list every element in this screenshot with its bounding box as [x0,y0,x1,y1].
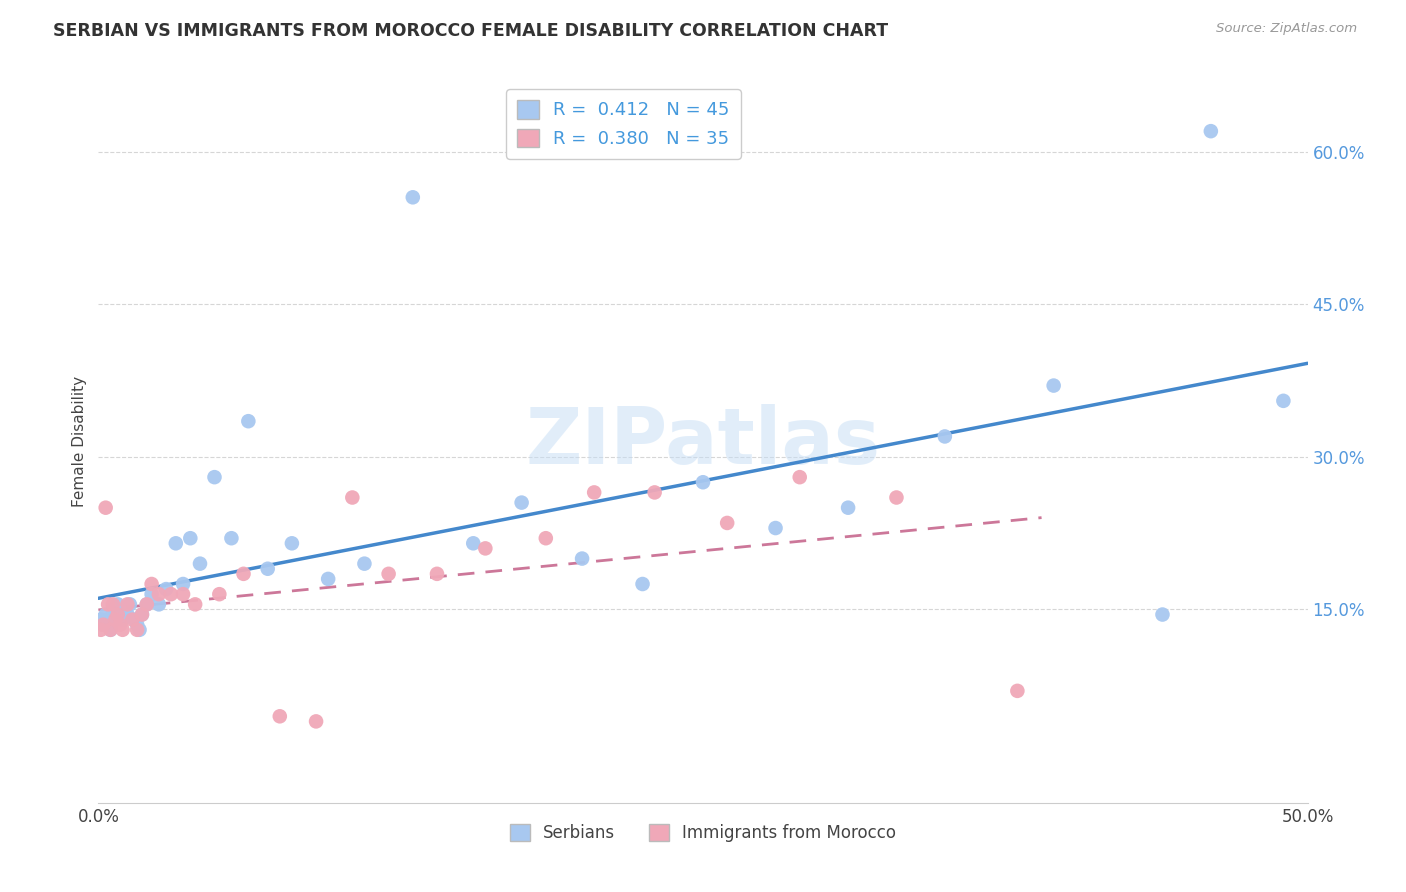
Point [402,190,425,204]
Point [90,623,112,637]
Point [232,566,254,581]
Point [305,714,328,729]
Point [104,613,127,627]
Point [104,613,127,627]
Point [1042,378,1064,392]
Point [135,598,157,612]
Point [463,536,485,550]
Point [141,577,163,591]
Point [148,598,170,612]
Text: ZIPatlas: ZIPatlas [526,403,880,480]
Point [101,602,124,616]
Point [644,485,666,500]
Point [765,521,787,535]
Point [131,607,153,622]
Point [117,607,139,622]
Point [97,613,120,627]
Point [1199,124,1222,138]
Point [886,491,908,505]
Point [571,551,593,566]
Y-axis label: Female Disability: Female Disability [72,376,87,508]
Point [127,617,149,632]
Point [121,613,143,627]
Point [184,598,207,612]
Point [100,623,122,637]
Point [474,541,496,556]
Point [94,500,117,515]
Point [238,414,260,428]
Text: Source: ZipAtlas.com: Source: ZipAtlas.com [1216,22,1357,36]
Legend: Serbians, Immigrants from Morocco: Serbians, Immigrants from Morocco [503,817,903,848]
Point [789,470,811,484]
Point [91,617,114,632]
Point [108,617,131,632]
Point [179,531,201,545]
Point [204,470,226,484]
Point [131,607,153,622]
Point [117,598,139,612]
Point [1152,607,1174,622]
Point [97,598,120,612]
Point [91,617,114,632]
Point [100,623,122,637]
Point [353,557,375,571]
Point [269,709,291,723]
Point [692,475,714,490]
Point [426,566,449,581]
Point [316,572,339,586]
Point [135,598,157,612]
Point [583,485,606,500]
Point [631,577,654,591]
Point [114,602,136,616]
Point [534,531,557,545]
Point [127,623,149,637]
Point [94,607,117,622]
Point [107,607,129,622]
Point [837,500,859,515]
Point [155,582,177,596]
Point [160,587,183,601]
Point [148,587,170,601]
Point [208,587,231,601]
Point [342,491,364,505]
Point [101,598,124,612]
Point [510,495,533,509]
Point [128,623,150,637]
Point [172,577,194,591]
Point [1007,684,1029,698]
Point [221,531,243,545]
Point [111,623,134,637]
Point [107,598,129,612]
Point [188,557,211,571]
Point [111,613,134,627]
Point [716,516,738,530]
Point [90,613,112,627]
Point [256,562,278,576]
Point [124,613,146,627]
Point [172,587,194,601]
Point [118,598,141,612]
Point [377,566,399,581]
Point [108,607,131,622]
Point [281,536,304,550]
Text: SERBIAN VS IMMIGRANTS FROM MOROCCO FEMALE DISABILITY CORRELATION CHART: SERBIAN VS IMMIGRANTS FROM MOROCCO FEMAL… [53,22,889,40]
Point [934,429,956,443]
Point [165,536,187,550]
Point [1272,393,1295,408]
Point [141,587,163,601]
